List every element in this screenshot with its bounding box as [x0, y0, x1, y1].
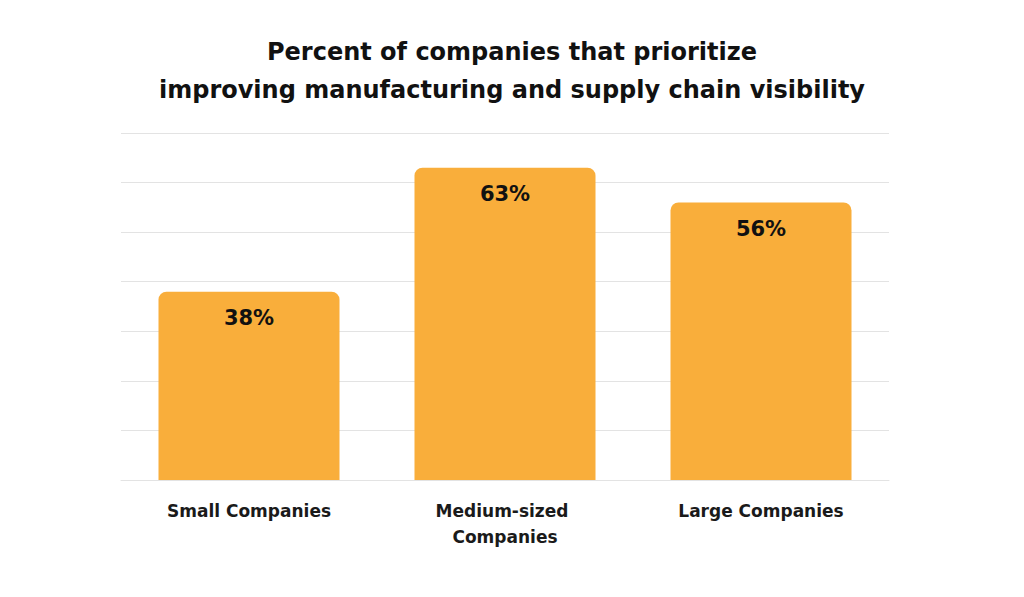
svg-text:63%: 63%	[480, 182, 530, 206]
svg-text:Companies: Companies	[452, 527, 557, 547]
svg-text:56%: 56%	[736, 217, 786, 241]
svg-text:Medium-sized: Medium-sized	[436, 501, 575, 521]
svg-text:Large Companies: Large Companies	[678, 501, 843, 521]
svg-text:Small Companies: Small Companies	[167, 501, 331, 521]
svg-text:38%: 38%	[224, 306, 274, 330]
svg-text:Percent of companies that prio: Percent of companies that prioritize	[267, 38, 757, 66]
svg-text:improving manufacturing and su: improving manufacturing and supply chain…	[159, 76, 865, 104]
